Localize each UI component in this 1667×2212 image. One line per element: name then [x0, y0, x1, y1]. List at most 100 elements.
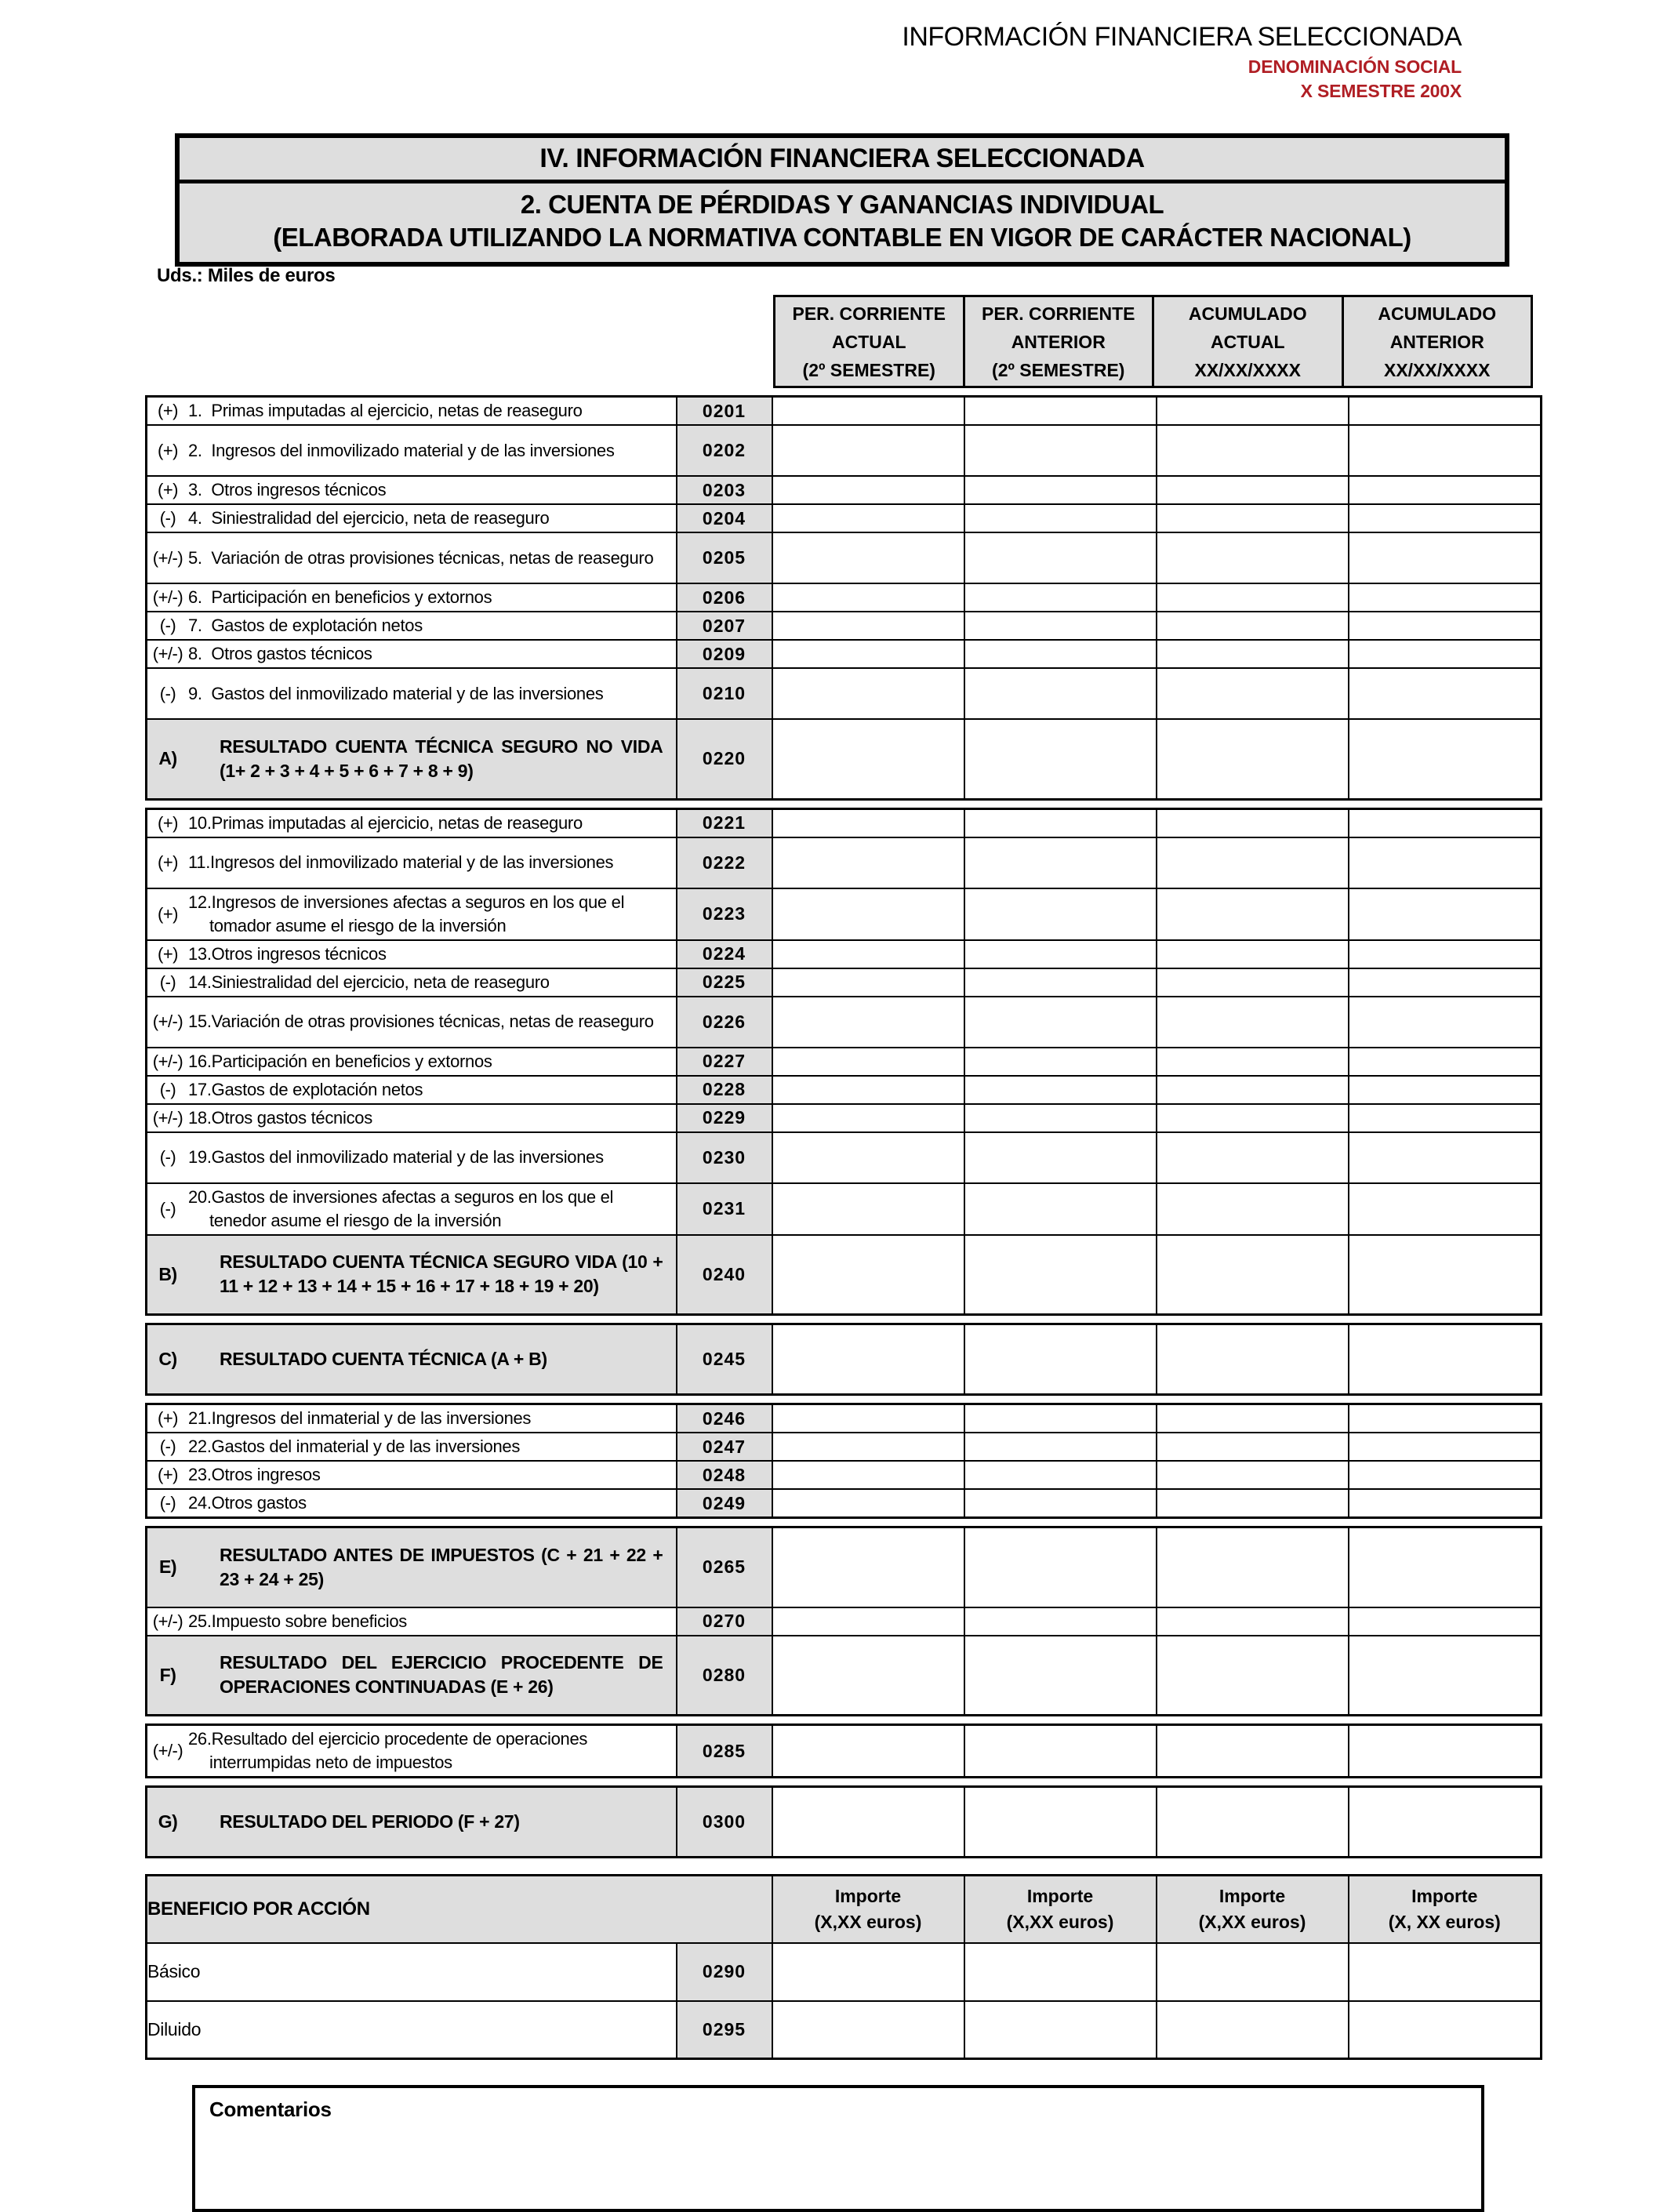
- value-cell[interactable]: [1155, 995, 1349, 1048]
- value-cell[interactable]: [1347, 1233, 1542, 1316]
- value-cell[interactable]: [771, 667, 965, 720]
- value-cell[interactable]: [1347, 1526, 1542, 1608]
- value-cell[interactable]: [963, 611, 1157, 641]
- value-cell[interactable]: [963, 1488, 1157, 1519]
- value-cell[interactable]: [771, 887, 965, 941]
- value-cell[interactable]: [771, 1131, 965, 1184]
- value-cell[interactable]: [771, 1074, 965, 1105]
- value-cell[interactable]: [963, 424, 1157, 477]
- value-cell[interactable]: [963, 532, 1157, 584]
- value-cell[interactable]: [1155, 583, 1349, 612]
- value-cell[interactable]: [963, 2000, 1157, 2060]
- value-cell[interactable]: [963, 939, 1157, 969]
- value-cell[interactable]: [963, 1526, 1157, 1608]
- value-cell[interactable]: [1347, 639, 1542, 669]
- value-cell[interactable]: [1155, 1785, 1349, 1858]
- value-cell[interactable]: [1155, 639, 1349, 669]
- value-cell[interactable]: [1347, 1785, 1542, 1858]
- value-cell[interactable]: [963, 1131, 1157, 1184]
- value-cell[interactable]: [1155, 667, 1349, 720]
- value-cell[interactable]: [1347, 887, 1542, 941]
- value-cell[interactable]: [771, 1403, 965, 1433]
- value-cell[interactable]: [771, 639, 965, 669]
- value-cell[interactable]: [771, 395, 965, 426]
- value-cell[interactable]: [771, 1606, 965, 1636]
- value-cell[interactable]: [1347, 939, 1542, 969]
- value-cell[interactable]: [963, 1941, 1157, 2002]
- value-cell[interactable]: [963, 836, 1157, 889]
- value-cell[interactable]: [771, 1102, 965, 1133]
- value-cell[interactable]: [1155, 2000, 1349, 2060]
- value-cell[interactable]: [1155, 718, 1349, 800]
- value-cell[interactable]: [1347, 1074, 1542, 1105]
- value-cell[interactable]: [963, 1102, 1157, 1133]
- value-cell[interactable]: [963, 1432, 1157, 1462]
- value-cell[interactable]: [963, 967, 1157, 997]
- value-cell[interactable]: [1155, 1723, 1349, 1778]
- value-cell[interactable]: [1347, 1102, 1542, 1133]
- value-cell[interactable]: [963, 475, 1157, 505]
- value-cell[interactable]: [963, 1634, 1157, 1716]
- value-cell[interactable]: [963, 1606, 1157, 1636]
- value-cell[interactable]: [1155, 1233, 1349, 1316]
- value-cell[interactable]: [1155, 395, 1349, 426]
- value-cell[interactable]: [771, 1634, 965, 1716]
- value-cell[interactable]: [963, 1182, 1157, 1236]
- value-cell[interactable]: [1155, 1460, 1349, 1490]
- value-cell[interactable]: [1347, 1723, 1542, 1778]
- value-cell[interactable]: [1347, 503, 1542, 533]
- value-cell[interactable]: [771, 1941, 965, 2002]
- value-cell[interactable]: [771, 532, 965, 584]
- value-cell[interactable]: [1155, 1074, 1349, 1105]
- value-cell[interactable]: [771, 424, 965, 477]
- value-cell[interactable]: [963, 1403, 1157, 1433]
- value-cell[interactable]: [963, 583, 1157, 612]
- value-cell[interactable]: [963, 1460, 1157, 1490]
- value-cell[interactable]: [1347, 1323, 1542, 1396]
- value-cell[interactable]: [1155, 939, 1349, 969]
- value-cell[interactable]: [1155, 808, 1349, 838]
- value-cell[interactable]: [963, 395, 1157, 426]
- value-cell[interactable]: [1347, 1182, 1542, 1236]
- value-cell[interactable]: [771, 475, 965, 505]
- value-cell[interactable]: [1155, 1488, 1349, 1519]
- value-cell[interactable]: [1155, 887, 1349, 941]
- value-cell[interactable]: [1347, 1131, 1542, 1184]
- value-cell[interactable]: [963, 639, 1157, 669]
- value-cell[interactable]: [963, 1046, 1157, 1077]
- value-cell[interactable]: [963, 1723, 1157, 1778]
- value-cell[interactable]: [963, 1323, 1157, 1396]
- value-cell[interactable]: [1347, 836, 1542, 889]
- value-cell[interactable]: [771, 836, 965, 889]
- value-cell[interactable]: [1347, 808, 1542, 838]
- value-cell[interactable]: [963, 1233, 1157, 1316]
- value-cell[interactable]: [1155, 1046, 1349, 1077]
- value-cell[interactable]: [771, 939, 965, 969]
- value-cell[interactable]: [771, 2000, 965, 2060]
- value-cell[interactable]: [1347, 532, 1542, 584]
- value-cell[interactable]: [1347, 2000, 1542, 2060]
- value-cell[interactable]: [1155, 532, 1349, 584]
- value-cell[interactable]: [1347, 1606, 1542, 1636]
- value-cell[interactable]: [1155, 836, 1349, 889]
- value-cell[interactable]: [1347, 1941, 1542, 2002]
- value-cell[interactable]: [963, 1785, 1157, 1858]
- value-cell[interactable]: [1347, 995, 1542, 1048]
- value-cell[interactable]: [771, 1323, 965, 1396]
- value-cell[interactable]: [1155, 1403, 1349, 1433]
- value-cell[interactable]: [1347, 1634, 1542, 1716]
- value-cell[interactable]: [771, 583, 965, 612]
- value-cell[interactable]: [771, 1046, 965, 1077]
- value-cell[interactable]: [771, 1526, 965, 1608]
- value-cell[interactable]: [963, 1074, 1157, 1105]
- value-cell[interactable]: [771, 1488, 965, 1519]
- comments-input-area[interactable]: [209, 2122, 1467, 2200]
- value-cell[interactable]: [771, 503, 965, 533]
- value-cell[interactable]: [963, 503, 1157, 533]
- value-cell[interactable]: [1347, 424, 1542, 477]
- value-cell[interactable]: [1155, 424, 1349, 477]
- value-cell[interactable]: [771, 611, 965, 641]
- value-cell[interactable]: [1155, 1526, 1349, 1608]
- value-cell[interactable]: [771, 808, 965, 838]
- value-cell[interactable]: [1347, 1488, 1542, 1519]
